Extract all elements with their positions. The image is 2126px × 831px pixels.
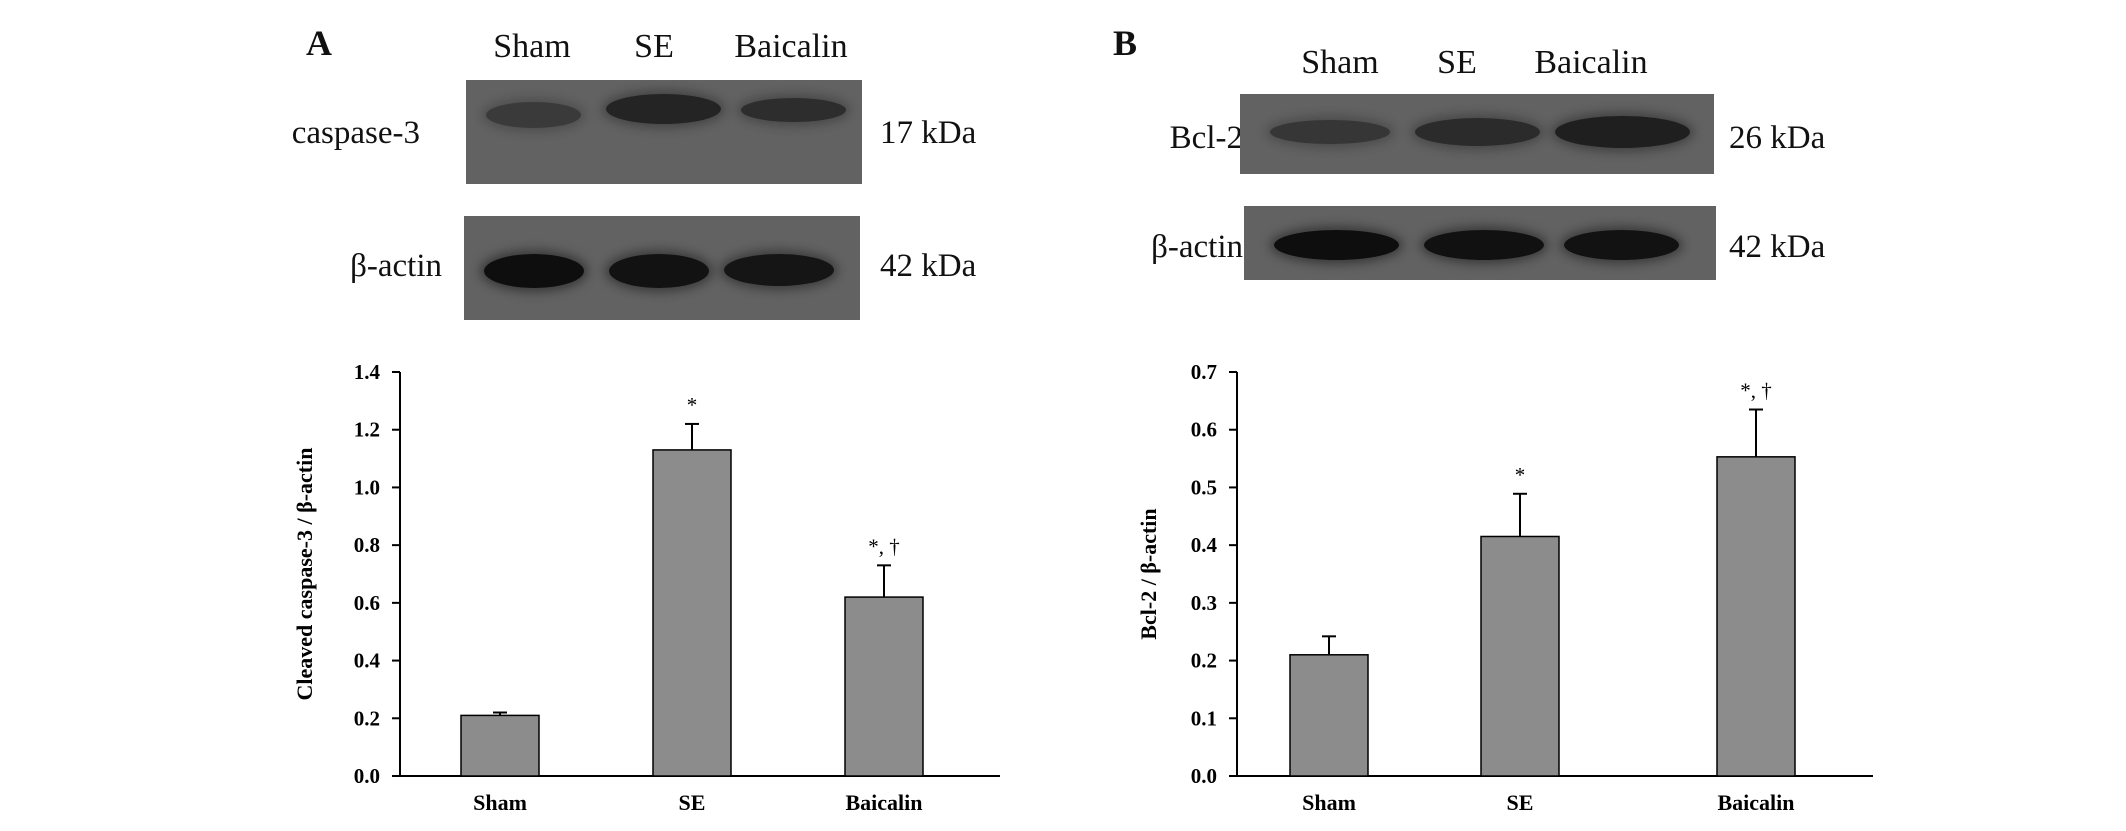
bar-chart-cleaved-caspase-3: 0.0 0.2 0.4 0.6 0.8 1.0 1.2 1.4 Cleaved caspase-… (292, 360, 1000, 815)
x-tick-label: Sham (473, 790, 527, 815)
western-blot-bcl-2 (1240, 94, 1714, 174)
y-tick-label: 0.5 (1191, 475, 1217, 499)
x-tick-label: SE (1507, 790, 1534, 815)
blot-band (484, 254, 584, 288)
blot-kda-label: 17 kDa (880, 115, 977, 151)
significance-annotation: *, † (868, 534, 900, 558)
lane-label-sham: Sham (1301, 44, 1379, 81)
blot-band (1555, 116, 1690, 148)
y-tick-label: 0.0 (354, 764, 380, 788)
significance-annotation: *, † (1740, 379, 1772, 403)
y-tick-label: 0.6 (1191, 418, 1217, 442)
bar-chart-bcl-2: 0.0 0.1 0.2 0.3 0.4 0.5 0.6 0.7 Bcl-2 / β-actin S… (1136, 360, 1873, 815)
y-tick-label: 1.4 (354, 360, 381, 384)
western-blot-caspase-3 (466, 80, 862, 184)
y-tick-label: 0.3 (1191, 591, 1217, 615)
significance-annotation: * (687, 393, 698, 417)
y-tick-label: 0.6 (354, 591, 380, 615)
western-blot-beta-actin (464, 216, 860, 320)
blot-band (486, 102, 581, 128)
blot-band (1270, 120, 1390, 144)
y-tick-label: 0.7 (1191, 360, 1217, 384)
x-tick-label: Baicalin (845, 790, 922, 815)
y-tick-label: 0.0 (1191, 764, 1217, 788)
lane-label-sham: Sham (493, 28, 571, 65)
blot-band (609, 254, 709, 288)
significance-annotation: * (1515, 463, 1526, 487)
blot-protein-label: β-actin (350, 248, 442, 284)
blot-band (1564, 230, 1679, 260)
panel-a: A Sham SE Baicalin caspase-3 17 kDa β-ac… (291, 23, 1000, 815)
y-axis-label: Cleaved caspase-3 / β-actin (292, 448, 317, 701)
bar (1289, 654, 1369, 777)
bar (1716, 456, 1796, 777)
blot-band (1424, 230, 1544, 260)
blot-band (1274, 230, 1399, 260)
panel-label: B (1113, 23, 1138, 63)
blot-band (741, 98, 846, 122)
bar (652, 449, 732, 777)
lane-label-baicalin: Baicalin (1534, 44, 1648, 81)
y-tick-label: 0.4 (354, 649, 381, 673)
x-tick-label: Baicalin (1717, 790, 1794, 815)
y-tick-label: 0.2 (354, 706, 380, 730)
blot-protein-label: β-actin (1151, 229, 1243, 265)
y-tick-label: 1.0 (354, 475, 380, 499)
blot-kda-label: 42 kDa (1729, 229, 1826, 265)
western-blot-beta-actin (1244, 206, 1716, 280)
lane-label-se: SE (1437, 44, 1477, 81)
panel-b: B Sham SE Baicalin Bcl-2 26 kDa β-actin … (1063, 0, 2126, 831)
x-tick-label: SE (679, 790, 706, 815)
y-axis-label: Bcl-2 / β-actin (1136, 508, 1161, 639)
y-tick-label: 0.1 (1191, 706, 1217, 730)
blot-band (606, 94, 721, 124)
blot-protein-label: caspase-3 (291, 115, 420, 151)
blot-kda-label: 26 kDa (1729, 120, 1826, 156)
panel-label: A (306, 23, 332, 63)
bar (844, 596, 924, 777)
y-tick-label: 1.2 (354, 418, 380, 442)
y-tick-label: 0.4 (1191, 533, 1218, 557)
blot-band (1415, 118, 1540, 146)
x-tick-label: Sham (1302, 790, 1356, 815)
blot-protein-label: Bcl-2 (1169, 120, 1243, 156)
blot-band (724, 254, 834, 286)
blot-kda-label: 42 kDa (880, 248, 977, 284)
lane-label-se: SE (634, 28, 674, 65)
bar (460, 714, 540, 777)
y-tick-label: 0.8 (354, 533, 380, 557)
y-tick-label: 0.2 (1191, 649, 1217, 673)
lane-label-baicalin: Baicalin (734, 28, 848, 65)
bar (1480, 535, 1560, 777)
